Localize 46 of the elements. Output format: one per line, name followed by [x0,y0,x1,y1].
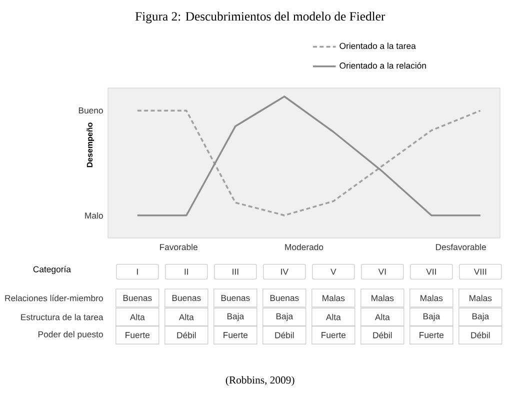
legend-label: Orientado a la relación [340,62,426,69]
text: Bueno [78,107,103,114]
text: Alta [374,314,390,320]
text: (Robbins, 2009) [226,376,294,386]
x-tick-label: VIII [474,268,486,275]
text: Fuerte [322,332,346,338]
text: Débil [275,332,294,338]
text: Alta [130,314,145,320]
x-tick-label: I [136,268,138,275]
text: Baja [276,313,294,322]
text: Malas [420,294,443,302]
text: Relaciones líder-miembro [5,294,103,302]
x-axis-title: Categoría [33,266,71,274]
text: Baja [423,313,440,322]
text: Poder del puesto [38,331,103,340]
text: Fuerte [224,332,248,338]
x-tick-label: IV [281,268,288,275]
legend-label: Orientado a la tarea [340,42,416,49]
text: Malas [372,294,394,302]
x-tick-label: VII [426,268,436,275]
text: Alta [178,314,194,320]
x-tick-label: VI [378,268,386,275]
text: Estructura de la tarea [21,314,104,320]
text: Buenas [270,294,299,302]
x-tick-label: V [330,268,336,275]
x-tick-label: II [184,268,188,275]
text: Fuerte [126,332,150,338]
text: Débil [177,332,196,338]
text: Buenas [221,294,250,302]
y-axis-title: Desempeño [86,122,94,168]
text: Buenas [123,294,152,302]
text: Malas [470,294,492,302]
text: Desfavorable [436,244,486,250]
text: Buenas [172,294,201,302]
text: Favorable [160,244,198,250]
text: Fuerte [420,332,444,338]
text: Débil [471,332,490,338]
text: Débil [373,332,392,338]
text: Malo [85,212,103,219]
text: Malas [322,294,345,302]
x-tick-label: III [232,268,238,275]
text: Moderado [285,244,324,250]
chart-title: Figura 2: Descubrimientos del modelo de Fiedler [135,12,386,24]
text: Baja [472,313,490,322]
text: Baja [227,313,244,322]
text: Alta [326,314,341,320]
